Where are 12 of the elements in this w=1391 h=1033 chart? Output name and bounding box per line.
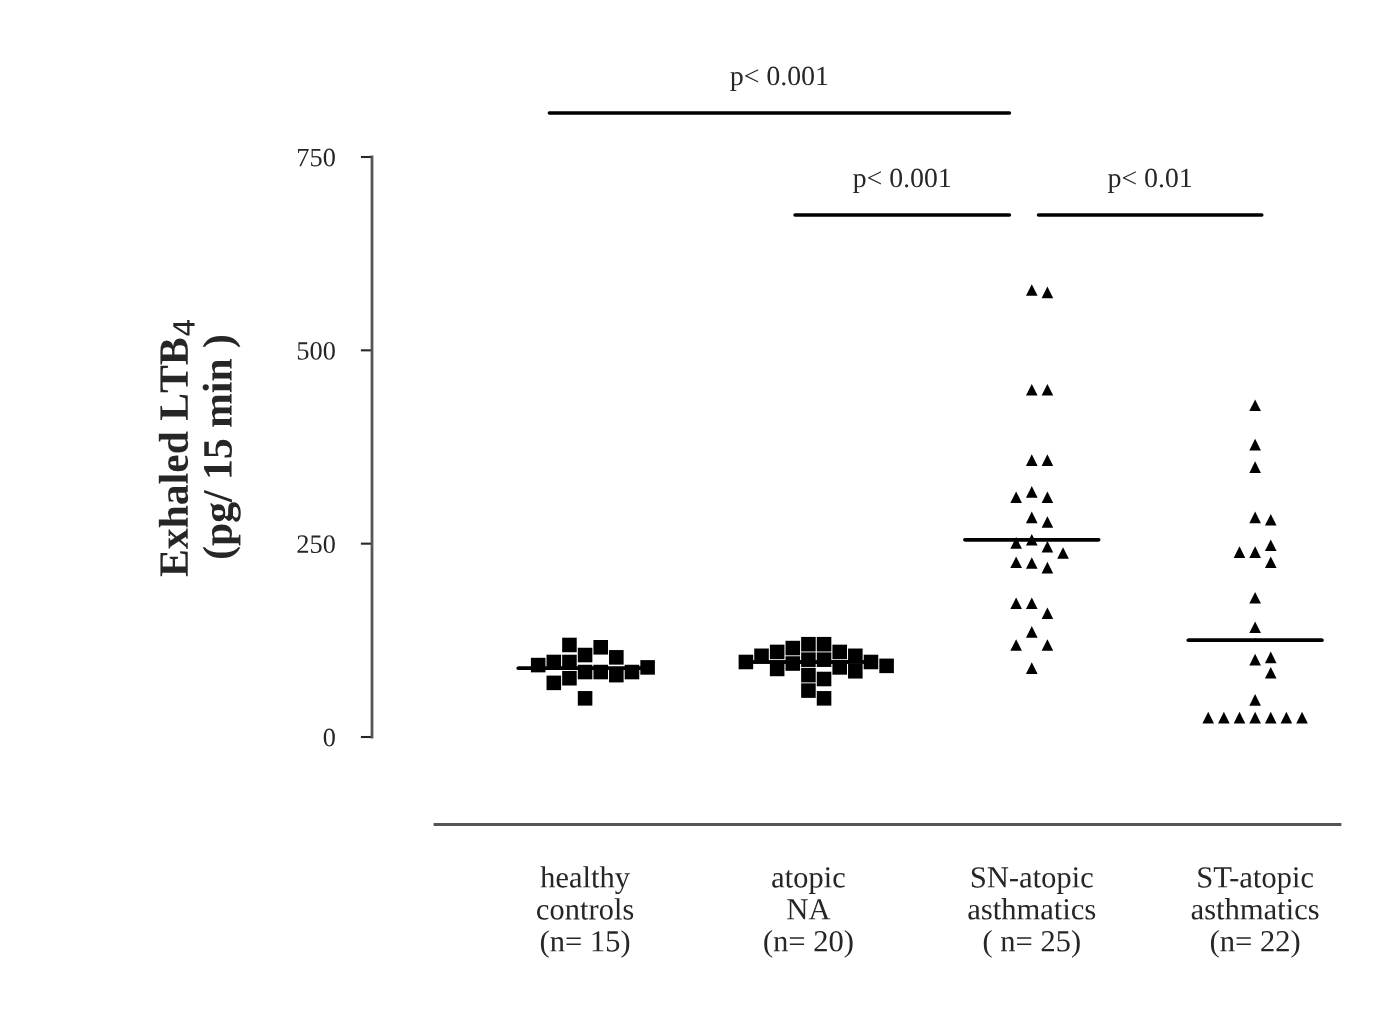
y-tick-label: 250	[297, 535, 335, 554]
annotation: p< 0.001	[853, 168, 951, 193]
x-tick-label: SN-atopic asthmatics ( n= 25)	[968, 867, 1096, 958]
x-tick-label: healthy controls (n= 15)	[537, 866, 634, 958]
y-tick-label: 0	[323, 728, 335, 747]
y-tick-label: 500	[297, 341, 335, 360]
x-tick-label: atopic NA (n= 20)	[764, 867, 853, 958]
y-tick-label: 750	[298, 148, 335, 167]
y-axis-title: Exhaled LTB$_{4}$ (pg/ 15 min )	[158, 320, 241, 577]
x-tick-label: ST-atopic asthmatics (n= 22)	[1191, 867, 1319, 958]
text: p< 0.001	[730, 66, 828, 91]
annotation: p< 0.01	[1108, 168, 1192, 193]
